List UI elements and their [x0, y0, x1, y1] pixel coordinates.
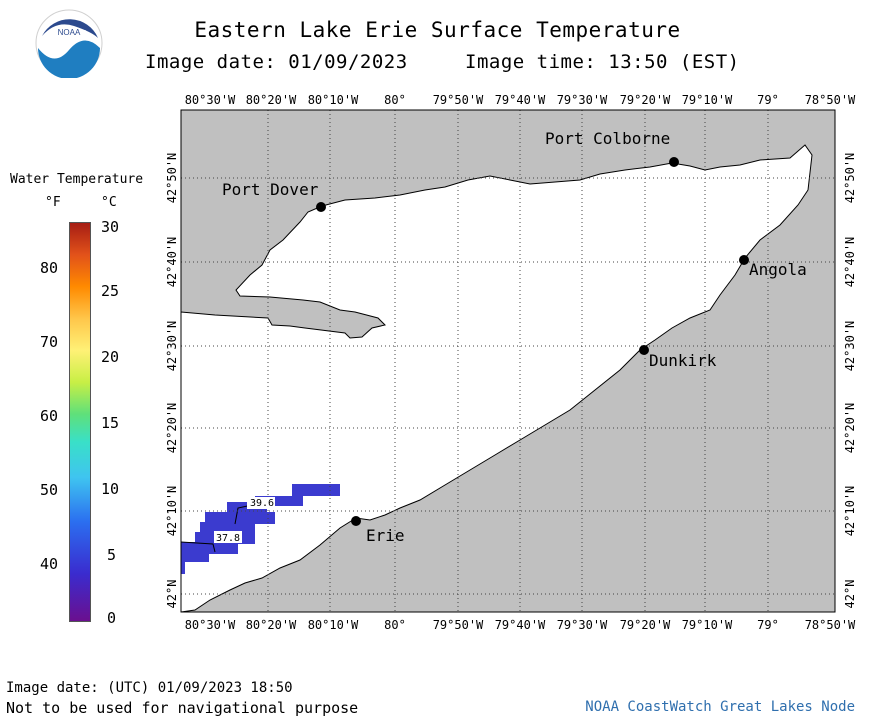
temperature-colorbar [69, 222, 91, 622]
legend-tick-f: 50 [40, 481, 59, 499]
legend-title: Water Temperature [10, 172, 144, 187]
lon-label-top: 79°40'W [494, 93, 546, 107]
place-label-dunkirk: Dunkirk [649, 351, 717, 370]
lat-label-right: 42°20'N [843, 402, 857, 454]
place-label-angola: Angola [749, 260, 807, 279]
lon-label-bottom: 79°30'W [556, 618, 608, 632]
legend-tick-c: 25 [101, 282, 120, 300]
legend-unit-f: °F [45, 195, 61, 210]
logo-text: NOAA [58, 28, 81, 37]
lon-label-top: 80°10'W [307, 93, 359, 107]
legend-tick-f: 60 [40, 407, 59, 425]
lon-label-top: 80° [384, 93, 406, 107]
legend-tick-c: 10 [101, 480, 120, 498]
lon-label-bottom: 79°50'W [432, 618, 484, 632]
image-date: Image date: 01/09/2023 [145, 51, 408, 73]
lon-label-bottom: 80°30'W [184, 618, 236, 632]
lon-label-bottom: 80°10'W [307, 618, 359, 632]
lon-label-bottom: 79° [757, 618, 779, 632]
legend-tick-c: 30 [101, 218, 120, 236]
lat-label-left: 42°10'N [165, 485, 179, 537]
lon-label-top: 79°50'W [432, 93, 484, 107]
lat-label-right: 42°10'N [843, 485, 857, 537]
lat-label-right: 42°40'N [843, 236, 857, 288]
lon-label-top: 80°20'W [245, 93, 297, 107]
city-marker-port-colborne [669, 157, 679, 167]
legend-tick-f: 70 [40, 333, 59, 351]
lat-label-right: 42°N [843, 579, 857, 609]
place-label-erie: Erie [366, 526, 405, 545]
legend-unit-c: °C [101, 195, 117, 210]
footer-utc-date: Image date: (UTC) 01/09/2023 18:50 [6, 680, 293, 696]
lat-label-left: 42°30'N [165, 320, 179, 372]
city-marker-dunkirk [639, 345, 649, 355]
lon-label-top: 79°10'W [681, 93, 733, 107]
isotherm-line-37-8 [181, 541, 216, 553]
place-label-port-colborne: Port Colborne [545, 129, 670, 148]
map-frame [180, 109, 836, 613]
city-marker-port-dover [316, 202, 326, 212]
lat-label-left: 42°N [165, 579, 179, 609]
lon-label-top: 78°50'W [804, 93, 856, 107]
lat-label-left: 42°20'N [165, 402, 179, 454]
footer-note: Not to be used for navigational purpose [6, 699, 359, 717]
isotherm-label-39-6: 39.6 [250, 498, 274, 509]
lat-label-left: 42°50'N [165, 152, 179, 204]
lon-label-bottom: 79°40'W [494, 618, 546, 632]
legend-tick-c: 15 [101, 414, 120, 432]
lat-label-left: 42°40'N [165, 236, 179, 288]
image-time: Image time: 13:50 (EST) [465, 51, 740, 73]
graticule [181, 110, 835, 612]
footer-credit: NOAA CoastWatch Great Lakes Node [585, 699, 855, 715]
lon-label-top: 79°20'W [619, 93, 671, 107]
city-marker-erie [351, 516, 361, 526]
place-label-port-dover: Port Dover [222, 180, 319, 199]
legend-tick-f: 40 [40, 555, 59, 573]
noaa-logo: NOAA [35, 9, 103, 78]
legend-tick-c: 0 [107, 609, 117, 627]
page-title: Eastern Lake Erie Surface Temperature [194, 18, 681, 42]
legend-tick-c: 20 [101, 348, 120, 366]
lon-label-bottom: 79°10'W [681, 618, 733, 632]
lat-label-right: 42°50'N [843, 152, 857, 204]
lon-label-bottom: 78°50'W [804, 618, 856, 632]
city-marker-angola [739, 255, 749, 265]
lon-label-bottom: 79°20'W [619, 618, 671, 632]
isotherm-label-37-8: 37.8 [216, 533, 240, 544]
city-markers [316, 157, 749, 526]
legend-tick-f: 80 [40, 259, 59, 277]
lon-label-top: 80°30'W [184, 93, 236, 107]
legend-tick-c: 5 [107, 546, 117, 564]
lon-label-top: 79° [757, 93, 779, 107]
lon-label-top: 79°30'W [556, 93, 608, 107]
lat-label-right: 42°30'N [843, 320, 857, 372]
lon-label-bottom: 80°20'W [245, 618, 297, 632]
lon-label-bottom: 80° [384, 618, 406, 632]
